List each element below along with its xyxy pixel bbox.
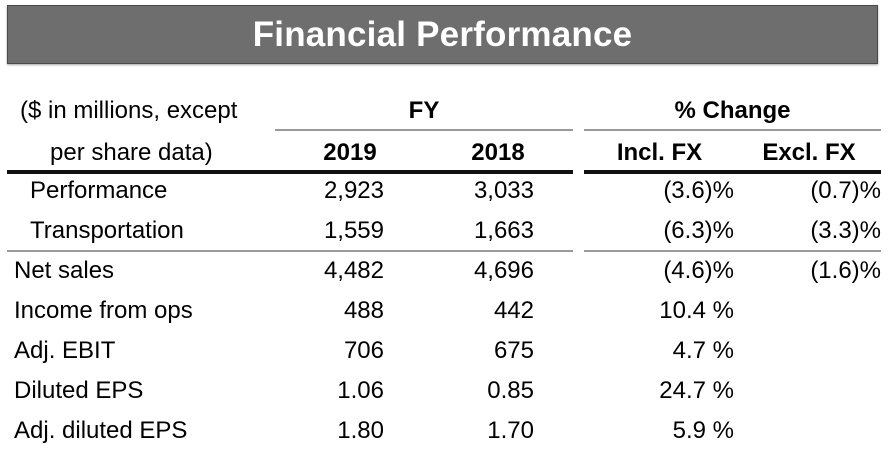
value-2019: 488 bbox=[343, 297, 384, 324]
row-label-header-line1: ($ in millions, except bbox=[20, 97, 238, 124]
value-excl-fx: (1.6)% bbox=[810, 257, 881, 284]
value-2019: 1.80 bbox=[337, 417, 384, 444]
row-label: Adj. diluted EPS bbox=[14, 417, 188, 444]
row-label: Adj. EBIT bbox=[14, 337, 116, 364]
value-incl-fx: 5.9 % bbox=[672, 417, 734, 444]
row-label: Performance bbox=[30, 177, 168, 204]
col-header-2019: 2019 bbox=[323, 139, 377, 166]
row-label: Income from ops bbox=[14, 297, 193, 324]
title-banner: Financial Performance bbox=[7, 5, 878, 64]
page-title: Financial Performance bbox=[252, 15, 633, 54]
value-2019: 1.06 bbox=[337, 377, 384, 404]
col-header-incl-fx: Incl. FX bbox=[616, 139, 703, 166]
row-label: Diluted EPS bbox=[14, 377, 144, 404]
subtotal-rule-left bbox=[7, 250, 573, 252]
value-2019: 1,559 bbox=[323, 217, 384, 244]
value-2018: 0.85 bbox=[487, 377, 534, 404]
header-bottom-rule-right bbox=[584, 170, 881, 174]
value-incl-fx: 10.4 % bbox=[659, 297, 734, 324]
col-header-excl-fx: Excl. FX bbox=[762, 139, 856, 166]
row-label: Net sales bbox=[14, 257, 115, 284]
value-incl-fx: (3.6)% bbox=[663, 177, 734, 204]
value-excl-fx: (0.7)% bbox=[810, 177, 881, 204]
pct-header-rule bbox=[584, 129, 881, 131]
value-2018: 675 bbox=[493, 337, 534, 364]
value-2018: 1.70 bbox=[487, 417, 534, 444]
value-2019: 706 bbox=[343, 337, 384, 364]
subtotal-rule-right bbox=[584, 250, 881, 252]
value-2018: 442 bbox=[493, 297, 534, 324]
value-incl-fx: 24.7 % bbox=[659, 377, 734, 404]
value-incl-fx: 4.7 % bbox=[672, 337, 734, 364]
value-2018: 4,696 bbox=[473, 257, 534, 284]
row-label-header-line2: per share data) bbox=[50, 139, 213, 166]
value-incl-fx: (4.6)% bbox=[663, 257, 734, 284]
value-incl-fx: (6.3)% bbox=[663, 217, 734, 244]
value-2019: 2,923 bbox=[323, 177, 384, 204]
fy-header-rule bbox=[275, 129, 573, 131]
value-2018: 1,663 bbox=[473, 217, 534, 244]
col-header-2018: 2018 bbox=[471, 139, 525, 166]
value-2018: 3,033 bbox=[473, 177, 534, 204]
value-2019: 4,482 bbox=[323, 257, 384, 284]
fy-header: FY bbox=[408, 97, 440, 124]
header-bottom-rule-left bbox=[7, 170, 573, 174]
pct-change-header: % Change bbox=[674, 97, 791, 124]
row-label: Transportation bbox=[30, 217, 184, 244]
value-excl-fx: (3.3)% bbox=[810, 217, 881, 244]
